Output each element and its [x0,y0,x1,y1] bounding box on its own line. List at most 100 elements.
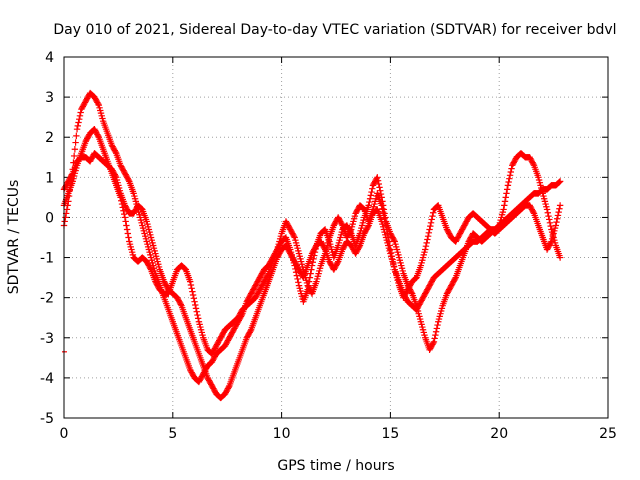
data-point [70,152,78,160]
data-point [122,218,129,225]
data-point [422,246,429,253]
y-tick-label: -3 [40,331,54,347]
data-point [118,197,125,204]
data-point [373,206,380,214]
data-point [181,265,188,272]
data-point [347,227,354,235]
x-tick-label: 25 [599,426,617,442]
data-point [118,200,126,208]
data-point [225,384,232,391]
data-point [190,295,198,302]
data-point [321,226,328,234]
data-point [434,321,441,329]
data-point [112,148,119,156]
data-point [530,160,537,168]
data-point [386,242,393,249]
data-point [367,192,375,199]
y-axis-label: SDTVAR / TECUs [6,180,22,295]
data-point [429,212,436,220]
data-point [72,139,79,146]
data-point [546,219,554,226]
data-point [383,226,390,233]
data-point [389,256,396,263]
data-point [390,259,397,267]
data-point [388,253,396,260]
y-tick-label: 4 [45,50,54,66]
data-point [411,275,419,283]
data-point [194,315,202,322]
data-point [137,204,145,212]
data-point [504,182,512,189]
series-track-c [60,126,564,358]
data-point [365,202,372,209]
data-point [63,206,71,213]
data-point [543,206,551,213]
data-point [375,180,382,188]
data-point [530,208,537,216]
x-tick-label: 5 [168,426,177,442]
data-point [192,305,200,312]
data-point [544,209,551,216]
data-point [380,212,388,219]
data-point [432,328,440,335]
data-point [556,205,563,212]
data-point [384,230,391,237]
data-point [147,265,154,272]
y-tick-label: -1 [40,251,54,267]
data-point [374,174,381,181]
data-marks [60,89,564,402]
x-tick-label: 15 [381,426,399,442]
data-point [545,212,552,220]
data-point [366,195,374,202]
data-point [554,212,562,219]
data-point [121,214,129,221]
data-point [94,132,102,140]
data-point [382,218,389,226]
data-point [189,288,196,295]
y-tick-label: -5 [40,411,54,427]
y-tick-label: 3 [45,90,54,106]
data-point [385,238,393,245]
data-point [307,270,314,277]
y-tick-label: 0 [45,210,54,226]
data-point [430,338,438,345]
data-point [117,194,124,201]
data-point [194,311,201,319]
data-point [501,202,508,209]
data-point [503,186,511,193]
data-point [290,232,298,240]
data-point [62,214,69,221]
data-point [432,331,439,339]
data-point [310,255,317,263]
data-point [429,339,437,347]
x-axis-label: GPS time / hours [277,458,394,474]
data-point [364,223,372,231]
data-point [379,208,387,216]
data-point [555,208,562,216]
data-point [73,126,81,133]
data-point [427,222,434,230]
data-point [294,275,301,283]
data-point [451,275,459,283]
data-point [121,210,128,218]
data-point [193,308,200,315]
data-point [338,220,346,228]
data-point [390,263,398,270]
data-point [387,249,395,257]
data-point [426,226,433,233]
data-point [94,100,102,107]
data-point [556,254,564,261]
data-point [378,202,385,209]
data-point [74,122,81,130]
data-point [552,222,559,229]
data-point [553,218,560,226]
chart-title: Day 010 of 2021, Sidereal Day-to-day VTE… [53,22,616,38]
data-point [547,239,554,247]
data-point [192,301,199,309]
data-point [282,234,289,242]
data-point [385,234,392,241]
data-point [366,198,373,206]
data-point [381,215,388,222]
data-point [434,202,441,210]
